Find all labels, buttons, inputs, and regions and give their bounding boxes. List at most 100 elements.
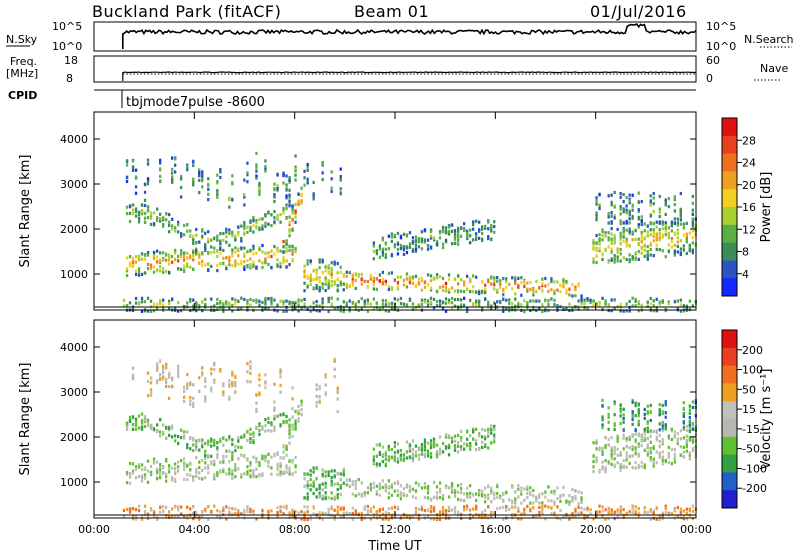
echo-cell	[592, 454, 595, 458]
nave-top-tick: 60	[706, 54, 720, 67]
echo-cell	[131, 261, 135, 265]
colorbar-cell	[722, 224, 737, 244]
echo-cell	[601, 426, 604, 430]
echo-cell	[460, 429, 463, 433]
echo-cell	[288, 515, 291, 519]
echo-cell	[354, 278, 357, 282]
echo-cell	[231, 373, 234, 377]
echo-cell	[565, 288, 568, 292]
echo-cell	[514, 490, 517, 494]
echo-cell	[484, 435, 487, 439]
echo-cell	[321, 260, 324, 264]
echo-cell	[625, 196, 628, 200]
echo-cell	[125, 425, 129, 429]
echo-cell	[128, 507, 132, 511]
echo-cell	[128, 219, 132, 224]
echo-cell	[279, 461, 282, 466]
echo-cell	[568, 494, 571, 498]
echo-cell	[231, 472, 234, 476]
echo-cell	[297, 304, 300, 308]
echo-cell	[652, 304, 655, 308]
echo-cell	[321, 468, 324, 472]
echo-cell	[607, 437, 610, 441]
echo-cell	[366, 302, 369, 306]
echo-cell	[258, 184, 261, 188]
echo-cell	[276, 452, 279, 456]
echo-cell	[228, 255, 231, 259]
echo-cell	[691, 504, 694, 508]
echo-cell	[285, 265, 288, 269]
echo-cell	[469, 234, 472, 238]
echo-cell	[309, 282, 312, 287]
echo-cell	[679, 429, 682, 433]
echo-cell	[333, 375, 336, 379]
echo-cell	[149, 381, 153, 385]
echo-cell	[622, 256, 625, 260]
echo-cell	[237, 225, 240, 229]
echo-cell	[435, 491, 439, 495]
echo-cell	[502, 505, 505, 509]
echo-cell	[577, 299, 580, 303]
echo-cell	[162, 307, 165, 311]
echo-cell	[231, 507, 234, 511]
echo-cell	[622, 235, 625, 239]
echo-cell	[544, 504, 547, 508]
echo-cell	[511, 505, 514, 509]
echo-cell	[255, 163, 258, 167]
echo-cell	[216, 301, 219, 306]
echo-cell	[216, 195, 219, 199]
echo-cell	[267, 416, 270, 420]
echo-cell	[562, 493, 565, 497]
echo-cell	[441, 506, 445, 510]
echo-cell	[414, 481, 418, 485]
echo-cell	[327, 473, 330, 477]
echo-cell	[490, 431, 493, 435]
echo-cell	[472, 290, 475, 294]
echo-cell	[420, 302, 424, 306]
echo-cell	[673, 195, 676, 199]
echo-cell	[478, 292, 481, 296]
echo-cell	[408, 298, 412, 302]
echo-cell	[345, 304, 348, 308]
echo-cell	[339, 270, 342, 274]
echo-cell	[222, 460, 225, 464]
echo-cell	[682, 426, 685, 430]
y-tick-label: 1000	[60, 476, 88, 489]
echo-cell	[478, 434, 481, 438]
echo-cell	[372, 297, 375, 301]
echo-cell	[502, 277, 505, 281]
echo-cell	[360, 517, 363, 522]
echo-cell	[183, 463, 186, 467]
echo-cell	[631, 257, 634, 261]
echo-cell	[574, 287, 577, 292]
echo-cell	[649, 510, 652, 514]
echo-cell	[460, 498, 463, 502]
echo-cell	[237, 230, 240, 234]
echo-cell	[345, 301, 348, 305]
echo-cell	[444, 297, 448, 301]
echo-cell	[396, 247, 400, 251]
echo-cell	[487, 430, 490, 434]
echo-cell	[378, 279, 381, 283]
echo-cell	[682, 421, 685, 425]
echo-cell	[571, 283, 574, 287]
echo-cell	[204, 377, 207, 381]
echo-cell	[691, 221, 694, 225]
echo-cell	[186, 514, 189, 518]
echo-cell	[168, 510, 171, 514]
echo-cell	[619, 248, 622, 252]
echo-cell	[402, 283, 406, 287]
echo-cell	[174, 505, 177, 509]
echo-cell	[562, 283, 565, 287]
echo-cell	[532, 293, 535, 297]
echo-cell	[592, 441, 595, 445]
echo-cell	[146, 209, 150, 213]
echo-cell	[149, 216, 153, 220]
echo-cell	[282, 250, 285, 254]
echo-cell	[333, 357, 336, 361]
echo-cell	[134, 476, 138, 480]
echo-cell	[466, 236, 469, 241]
echo-cell	[291, 211, 294, 215]
echo-cell	[330, 272, 333, 276]
echo-cell	[685, 428, 688, 432]
